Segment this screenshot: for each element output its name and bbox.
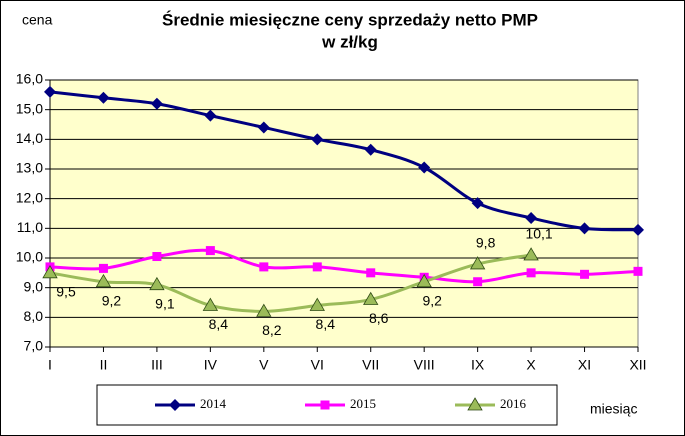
- data-label: 8,4: [209, 316, 229, 332]
- point: [471, 197, 484, 210]
- legend-text: 2014: [200, 396, 227, 411]
- point: [364, 143, 377, 156]
- chart-title: Średnie miesięczne ceny sprzedaży netto …: [162, 10, 538, 29]
- y-tick-label: 13,0: [16, 160, 43, 176]
- x-tick-label: XI: [578, 357, 591, 373]
- series-line: [49, 253, 532, 313]
- point: [578, 222, 591, 235]
- data-label: 9,8: [476, 235, 496, 251]
- point: [205, 246, 215, 256]
- point: [366, 268, 376, 278]
- point: [95, 273, 112, 288]
- legend-marker: [320, 400, 330, 410]
- point: [44, 85, 56, 98]
- x-tick-label: XII: [629, 357, 646, 373]
- point: [312, 262, 322, 272]
- point: [257, 121, 270, 134]
- point: [526, 268, 536, 278]
- data-label: 9,5: [56, 284, 76, 300]
- point: [311, 133, 324, 146]
- point: [580, 269, 590, 279]
- y-axis-label: cena: [22, 12, 53, 28]
- point: [363, 291, 379, 305]
- point: [149, 276, 165, 291]
- data-label: 8,2: [262, 322, 282, 338]
- x-tick-label: III: [151, 357, 163, 373]
- point: [256, 303, 272, 317]
- point: [632, 223, 644, 236]
- legend-marker: [467, 397, 483, 411]
- legend-text: 2015: [350, 396, 376, 411]
- legend-marker: [169, 399, 181, 411]
- x-tick-label: V: [259, 357, 269, 373]
- y-tick-label: 12,0: [16, 189, 43, 205]
- y-tick-label: 7,0: [24, 338, 44, 354]
- point: [309, 297, 325, 311]
- data-label: 9,2: [422, 292, 442, 308]
- x-tick-label: VI: [311, 357, 324, 373]
- point: [150, 97, 163, 110]
- point: [97, 91, 110, 104]
- x-tick-label: I: [48, 357, 52, 373]
- point: [469, 256, 486, 270]
- point: [525, 211, 538, 224]
- point: [259, 262, 269, 272]
- x-tick-label: II: [100, 357, 108, 373]
- point: [418, 161, 431, 174]
- legend-text: 2016: [500, 396, 527, 411]
- point: [416, 273, 432, 288]
- data-label: 8,4: [316, 316, 336, 332]
- y-tick-label: 10,0: [16, 249, 43, 265]
- data-label: 8,6: [369, 310, 389, 326]
- x-tick-label: IX: [471, 357, 485, 373]
- y-tick-label: 8,0: [24, 308, 44, 324]
- point: [98, 263, 108, 273]
- point: [204, 109, 217, 122]
- chart-subtitle: w zł/kg: [321, 32, 378, 51]
- x-axis-label: miesiąc: [590, 401, 637, 417]
- x-tick-label: X: [526, 357, 536, 373]
- point: [473, 277, 483, 287]
- data-label: 9,2: [102, 292, 122, 308]
- point: [202, 297, 219, 311]
- y-tick-label: 9,0: [24, 278, 44, 294]
- plot-area: [49, 79, 639, 348]
- x-tick-label: VII: [362, 357, 379, 373]
- y-tick-label: 14,0: [16, 130, 43, 146]
- point: [42, 265, 58, 279]
- y-tick-label: 16,0: [16, 71, 43, 87]
- x-tick-label: IV: [204, 357, 218, 373]
- data-label: 10,1: [525, 226, 552, 242]
- point: [633, 266, 643, 276]
- y-tick-label: 15,0: [16, 100, 43, 116]
- data-label: 9,1: [155, 295, 175, 311]
- x-tick-label: VIII: [414, 357, 435, 373]
- point: [523, 247, 539, 261]
- point: [152, 252, 162, 262]
- y-tick-label: 11,0: [17, 219, 43, 235]
